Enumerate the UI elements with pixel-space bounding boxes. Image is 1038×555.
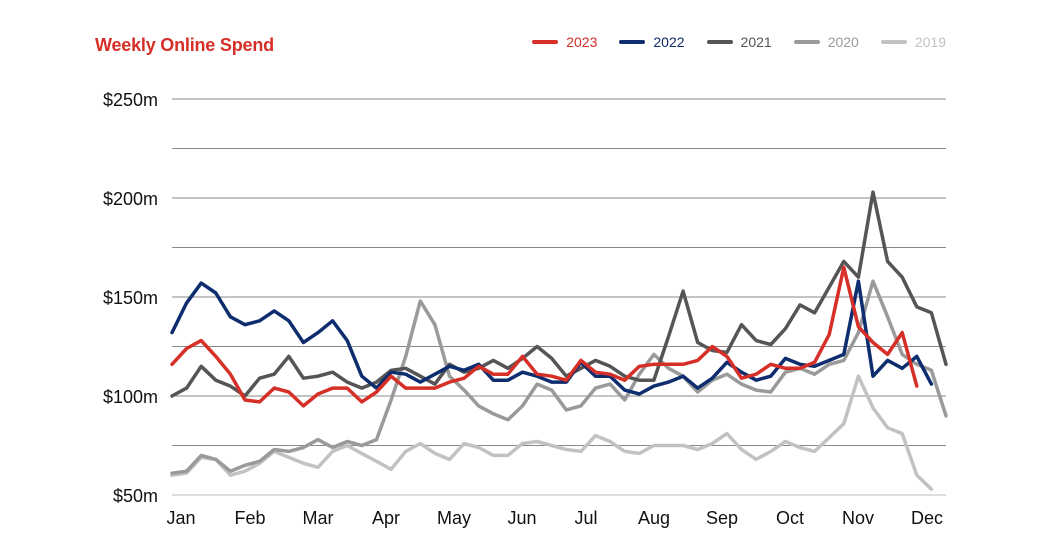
legend-item-2019: 2019 <box>880 34 946 50</box>
y-tick-label: $100m <box>103 387 158 407</box>
x-tick-label: Feb <box>234 508 265 528</box>
y-tick-label: $250m <box>103 90 158 110</box>
series-lines <box>170 190 948 491</box>
legend-label: 2022 <box>653 34 685 50</box>
legend-label: 2020 <box>827 34 859 50</box>
x-tick-label: Dec <box>911 508 943 528</box>
x-tick-label: Jun <box>507 508 536 528</box>
x-tick-label: Nov <box>842 508 874 528</box>
x-tick-label: Aug <box>638 508 670 528</box>
legend: 2023 2022 2021 2020 2019 <box>532 34 946 50</box>
x-tick-label: May <box>437 508 471 528</box>
legend-swatch <box>793 40 820 44</box>
y-tick-label: $50m <box>113 486 158 506</box>
x-tick-label: Jul <box>574 508 597 528</box>
x-tick-label: Oct <box>776 508 804 528</box>
legend-item-2023: 2023 <box>532 34 597 50</box>
y-tick-label: $200m <box>103 189 158 209</box>
legend-item-2020: 2020 <box>793 34 859 50</box>
series-line-2023 <box>170 265 919 408</box>
x-tick-label: Mar <box>303 508 334 528</box>
legend-item-2021: 2021 <box>706 34 772 50</box>
chart-title: Weekly Online Spend <box>95 35 274 55</box>
x-tick-label: Apr <box>372 508 400 528</box>
legend-swatch <box>619 40 646 44</box>
legend-swatch <box>532 40 559 44</box>
x-tick-label: Jan <box>166 508 195 528</box>
legend-label: 2021 <box>740 34 772 50</box>
y-tick-label: $150m <box>103 288 158 308</box>
legend-label: 2023 <box>566 34 598 50</box>
legend-label: 2019 <box>914 34 946 50</box>
legend-item-2022: 2022 <box>619 34 685 50</box>
gridlines <box>172 98 946 496</box>
series-line-2020 <box>170 279 948 475</box>
legend-swatch <box>706 40 733 44</box>
x-axis-ticks: Jan Feb Mar Apr May Jun Jul Aug Sep Oct Nov Dec <box>166 508 943 528</box>
x-tick-label: Sep <box>706 508 738 528</box>
series-line-2021 <box>170 190 948 398</box>
legend-swatch <box>880 40 907 44</box>
y-axis-ticks: $50m $100m $150m $200m $250m <box>103 90 158 506</box>
series-line-2019 <box>170 374 934 491</box>
